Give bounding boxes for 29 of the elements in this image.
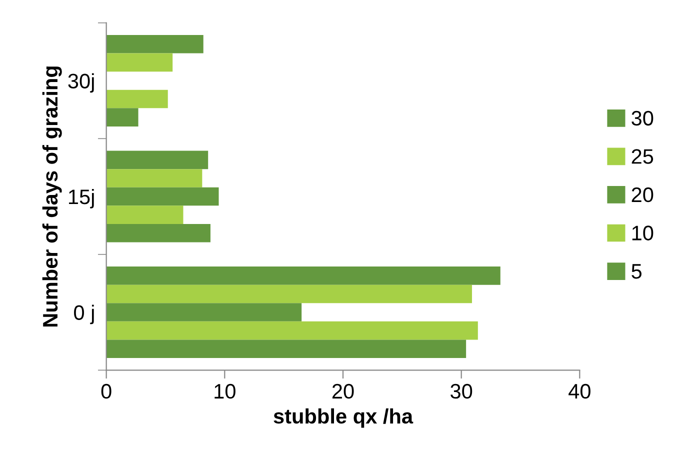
bar	[106, 35, 204, 54]
y-tick-label: 0 j	[74, 304, 94, 324]
legend-label: 25	[632, 149, 654, 164]
bar	[106, 321, 478, 340]
x-tick-label: 20	[332, 384, 354, 399]
x-tick-label: 40	[568, 384, 590, 399]
x-axis-title: stubble qx /ha	[274, 408, 414, 428]
bar	[106, 284, 472, 304]
x-tick-label: 0	[101, 384, 112, 399]
bar	[106, 169, 202, 188]
bar	[106, 90, 168, 108]
legend-label: 5	[632, 264, 642, 279]
bar	[106, 150, 208, 170]
x-tick-label: 30	[450, 384, 472, 399]
bar	[106, 187, 219, 206]
bar	[106, 53, 173, 72]
legend-label: 20	[632, 187, 654, 202]
bar	[106, 340, 466, 358]
bar	[106, 303, 302, 322]
legend-label: 10	[632, 226, 654, 240]
y-axis-title: Number of days of grazing	[42, 66, 62, 326]
legend-label: 30	[632, 110, 654, 126]
x-tick-label: 10	[214, 384, 236, 399]
bar	[106, 206, 184, 224]
bar	[106, 108, 138, 126]
bar	[106, 266, 500, 285]
y-tick-label: 15j	[69, 188, 94, 208]
y-tick-label: 30j	[68, 73, 94, 93]
bar	[106, 224, 210, 242]
